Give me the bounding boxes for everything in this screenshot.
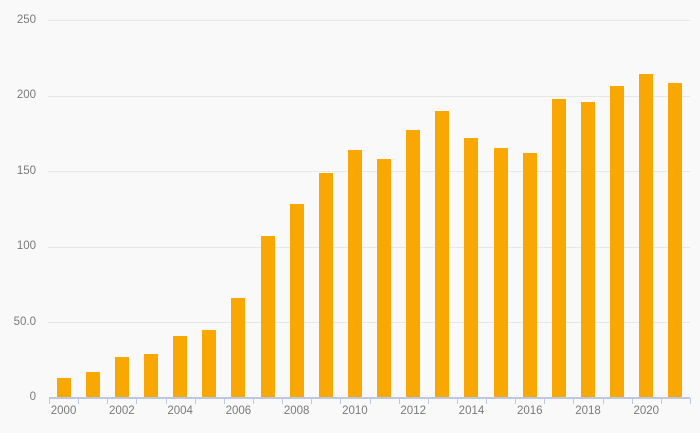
x-axis-tick <box>398 398 400 404</box>
x-axis-tick <box>107 398 109 404</box>
x-axis-tick <box>49 398 50 404</box>
y-axis-label: 200 <box>16 89 36 101</box>
x-axis-label-2000: 2000 <box>50 404 77 417</box>
gridline-200 <box>48 95 690 97</box>
x-axis-tick <box>486 398 488 404</box>
x-axis-label-2004: 2004 <box>167 404 193 417</box>
x-axis-label-2016: 2016 <box>516 404 543 417</box>
x-axis-tick <box>78 398 80 404</box>
y-axis-label: 150 <box>16 164 36 177</box>
bar-2011[interactable] <box>377 158 392 398</box>
x-axis-tick <box>282 398 284 404</box>
x-axis-tick <box>544 398 546 404</box>
bar-2008[interactable] <box>289 204 304 398</box>
x-axis-tick <box>690 398 691 404</box>
x-axis-tick <box>602 398 604 404</box>
x-axis-label-2012: 2012 <box>400 404 426 417</box>
bar-2002[interactable] <box>114 356 129 398</box>
x-axis-tick <box>456 398 458 404</box>
bar-2003[interactable] <box>143 353 158 398</box>
x-axis-label-2010: 2010 <box>342 404 368 417</box>
x-axis-tick <box>194 398 196 404</box>
gridline-100 <box>48 246 690 248</box>
x-axis-label-2006: 2006 <box>225 404 252 417</box>
x-axis-tick <box>660 398 662 404</box>
x-axis-label-2014: 2014 <box>458 404 485 417</box>
bar-2014[interactable] <box>464 137 479 398</box>
x-axis-tick <box>223 398 225 404</box>
gridline-50.0 <box>48 322 690 323</box>
y-axis-label: 250 <box>16 13 36 26</box>
bar-2013[interactable] <box>435 110 450 398</box>
bar-2015[interactable] <box>493 148 508 398</box>
y-axis-label: 0 <box>29 391 36 403</box>
bar-2006[interactable] <box>231 297 246 398</box>
x-axis-tick <box>340 398 342 404</box>
y-axis-label: 100 <box>16 240 36 252</box>
x-axis-label-2018: 2018 <box>575 404 601 417</box>
bar-2009[interactable] <box>318 172 333 398</box>
x-axis-tick <box>136 398 138 404</box>
x-axis-tick <box>369 398 371 404</box>
x-axis-tick <box>573 398 575 404</box>
bar-2018[interactable] <box>581 101 596 398</box>
bar-2021[interactable] <box>668 83 683 398</box>
bar-2010[interactable] <box>347 149 362 398</box>
x-axis-tick <box>427 398 429 404</box>
bar-2017[interactable] <box>551 98 566 398</box>
bar-2001[interactable] <box>85 371 100 398</box>
bar-2020[interactable] <box>639 74 654 398</box>
bar-2004[interactable] <box>173 335 188 398</box>
x-axis-label-2002: 2002 <box>109 404 135 417</box>
bar-2012[interactable] <box>406 130 421 398</box>
x-axis-label-2008: 2008 <box>283 404 310 417</box>
bar-2007[interactable] <box>260 235 275 398</box>
x-axis-tick <box>311 398 313 404</box>
y-axis-label: 50.0 <box>13 315 36 328</box>
bar-2019[interactable] <box>610 86 625 398</box>
bar-2000[interactable] <box>56 377 71 398</box>
bar-2016[interactable] <box>522 152 537 398</box>
x-axis-tick <box>515 398 517 404</box>
x-axis-tick <box>631 398 633 404</box>
gridline-250 <box>48 20 690 21</box>
x-axis-line <box>49 397 690 399</box>
bar-2005[interactable] <box>202 329 217 398</box>
x-axis-tick <box>165 398 167 404</box>
x-axis-label-2020: 2020 <box>633 404 660 417</box>
gridline-150 <box>48 171 690 172</box>
x-axis-tick <box>252 398 254 404</box>
